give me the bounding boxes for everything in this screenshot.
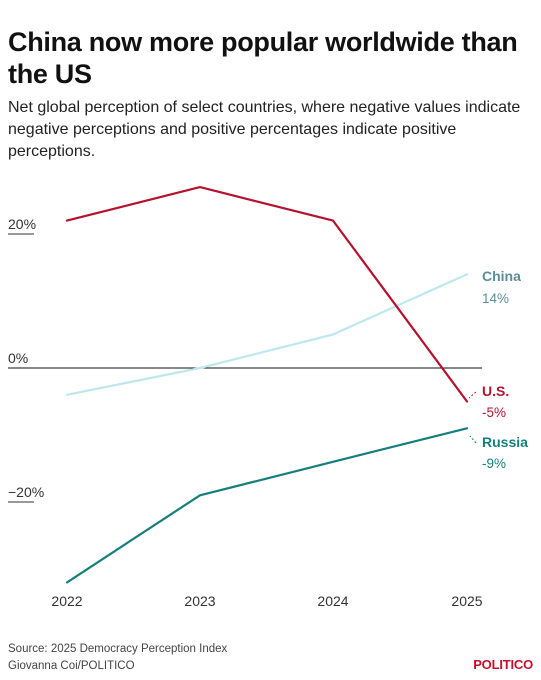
x-tick-label: 2024 [317, 593, 348, 609]
y-tick-label: −20% [8, 484, 44, 500]
series-value-label: 14% [482, 291, 509, 306]
chart-title: China now more popular worldwide than th… [8, 27, 518, 89]
series-name-label: Russia [482, 434, 528, 450]
x-tick-label: 2022 [51, 593, 82, 609]
credit-note: Giovanna Coi/POLITICO [8, 660, 135, 672]
x-tick-label: 2025 [451, 593, 482, 609]
series-line-china [65, 273, 469, 396]
series-value-label: -5% [482, 405, 506, 420]
series-line-us [65, 186, 469, 403]
x-tick-label: 2023 [184, 593, 215, 609]
politico-logo: POLITICO [473, 657, 533, 672]
label-connector [469, 435, 477, 444]
series-name-label: China [482, 268, 521, 284]
series-line-russia [65, 427, 469, 584]
series-name-label: U.S. [482, 383, 509, 399]
chart-subtitle: Net global perception of select countrie… [8, 99, 521, 160]
series-value-label: -9% [482, 456, 506, 471]
source-note: Source: 2025 Democracy Perception Index [8, 643, 228, 655]
y-tick-label: 20% [8, 216, 36, 232]
y-tick-label: 0% [8, 350, 28, 366]
label-connector [468, 391, 477, 399]
